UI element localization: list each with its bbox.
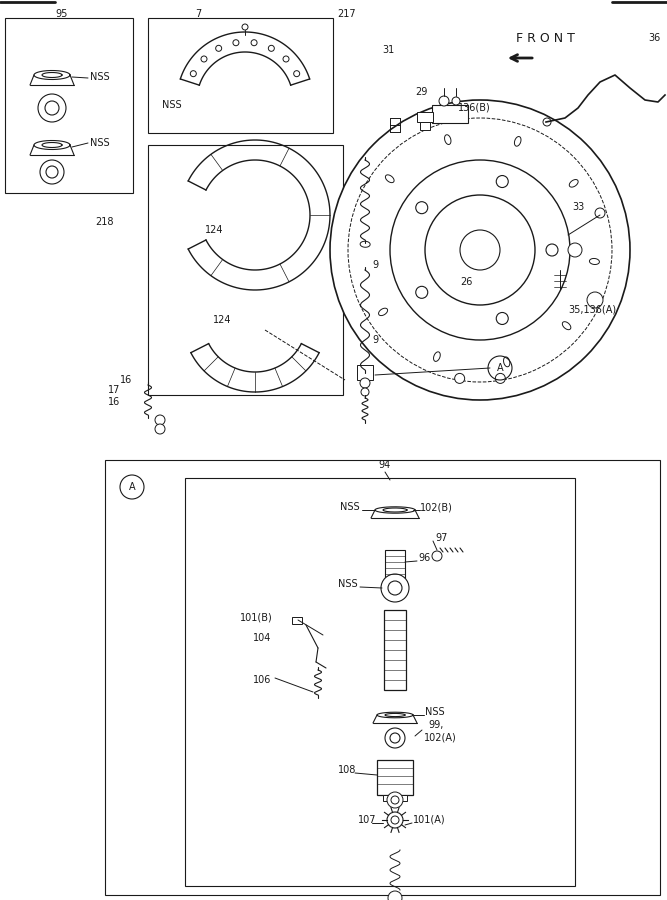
Circle shape [416, 202, 428, 213]
Text: 7: 7 [195, 9, 201, 19]
Circle shape [455, 374, 465, 383]
Text: 95: 95 [55, 9, 67, 19]
Circle shape [496, 176, 508, 187]
Circle shape [390, 733, 400, 743]
Bar [432, 105, 468, 123]
Text: 108: 108 [338, 765, 356, 775]
Text: 16: 16 [120, 375, 132, 385]
Circle shape [391, 796, 399, 804]
Circle shape [439, 96, 449, 106]
Text: 17: 17 [108, 385, 120, 395]
Circle shape [387, 812, 403, 828]
Text: A: A [129, 482, 135, 492]
Circle shape [251, 40, 257, 46]
Text: 16: 16 [108, 397, 120, 407]
Text: 36: 36 [648, 33, 660, 43]
Circle shape [330, 100, 630, 400]
Text: F R O N T: F R O N T [516, 32, 575, 44]
Circle shape [360, 378, 370, 388]
Text: A: A [497, 363, 504, 373]
Text: 217: 217 [337, 9, 356, 19]
Circle shape [242, 24, 248, 30]
Text: NSS: NSS [340, 502, 360, 512]
Circle shape [390, 160, 570, 340]
Bar [399, 795, 407, 801]
Text: NSS: NSS [90, 72, 109, 82]
Circle shape [425, 195, 535, 305]
Bar [384, 610, 406, 690]
Circle shape [233, 40, 239, 46]
Text: 97: 97 [435, 533, 448, 543]
Circle shape [190, 71, 196, 76]
Circle shape [568, 243, 582, 257]
Text: 99,: 99, [428, 720, 444, 730]
Circle shape [361, 388, 369, 396]
Text: 102(B): 102(B) [420, 502, 453, 512]
Bar [357, 365, 373, 380]
Text: 101(B): 101(B) [240, 613, 273, 623]
Text: 31: 31 [382, 45, 394, 55]
Circle shape [45, 101, 59, 115]
Bar [377, 760, 413, 795]
Circle shape [432, 551, 442, 561]
Text: 136(B): 136(B) [458, 103, 491, 113]
Circle shape [595, 208, 605, 218]
Text: 9: 9 [372, 260, 378, 270]
Circle shape [283, 56, 289, 62]
Circle shape [546, 244, 558, 256]
Bar [105, 460, 660, 895]
Circle shape [215, 45, 221, 51]
Bar [385, 550, 405, 578]
Text: 29: 29 [415, 87, 428, 97]
Text: 107: 107 [358, 815, 376, 825]
Bar [417, 112, 433, 122]
Circle shape [155, 424, 165, 434]
Text: 101(A): 101(A) [413, 815, 446, 825]
Text: 218: 218 [95, 217, 113, 227]
Circle shape [201, 56, 207, 62]
Circle shape [452, 97, 460, 105]
Text: 96: 96 [418, 553, 430, 563]
Circle shape [155, 415, 165, 425]
Bar [420, 122, 430, 130]
Bar [383, 795, 391, 801]
Text: 102(A): 102(A) [424, 732, 457, 742]
Circle shape [40, 160, 64, 184]
Circle shape [388, 581, 402, 595]
Circle shape [38, 94, 66, 122]
Text: 124: 124 [205, 225, 223, 235]
Bar [148, 18, 333, 133]
Text: 35,136(A): 35,136(A) [568, 305, 616, 315]
Text: NSS: NSS [162, 100, 181, 110]
Circle shape [543, 118, 551, 126]
Text: NSS: NSS [90, 138, 109, 148]
Circle shape [268, 45, 274, 51]
Text: 104: 104 [253, 633, 271, 643]
Text: 9: 9 [372, 335, 378, 345]
Bar [5, 18, 133, 193]
Circle shape [391, 816, 399, 824]
Circle shape [587, 292, 603, 308]
Circle shape [416, 286, 428, 298]
Circle shape [46, 166, 58, 178]
Text: 106: 106 [253, 675, 271, 685]
Text: NSS: NSS [338, 579, 358, 589]
Circle shape [496, 312, 508, 325]
Bar [148, 145, 343, 395]
Circle shape [385, 728, 405, 748]
Text: 33: 33 [572, 202, 584, 212]
Text: 94: 94 [378, 460, 390, 470]
Circle shape [496, 374, 506, 383]
Circle shape [381, 574, 409, 602]
Text: NSS: NSS [425, 707, 445, 717]
Circle shape [293, 71, 299, 76]
Bar [292, 617, 302, 624]
Bar [185, 478, 575, 886]
Circle shape [387, 792, 403, 808]
Circle shape [460, 230, 500, 270]
Text: 26: 26 [460, 277, 472, 287]
Text: 124: 124 [213, 315, 231, 325]
Circle shape [388, 891, 402, 900]
